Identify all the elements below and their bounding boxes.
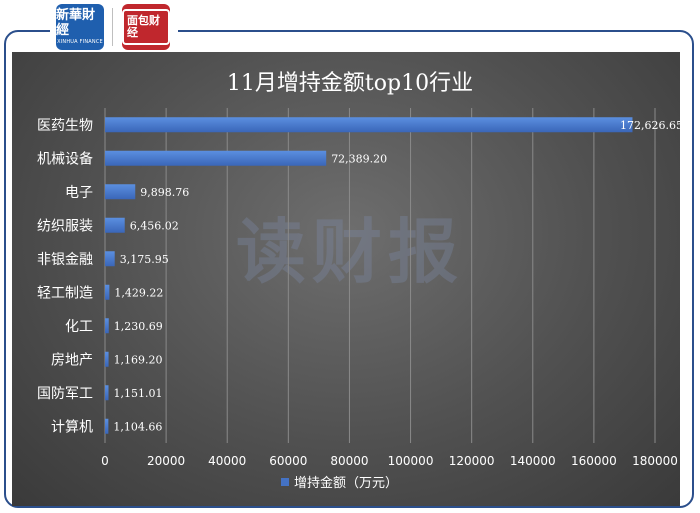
x-axis-ticks: 0 20000 40000 60000 80000 100000 120000 140000 1… <box>101 454 678 468</box>
bar <box>105 251 115 267</box>
category-label: 纺织服装 <box>37 218 93 234</box>
mianbao-finance-logo: 面包财经 <box>122 4 170 50</box>
category-label: 国防军工 <box>37 386 93 402</box>
bar <box>105 184 136 200</box>
data-label: 72,389.20 <box>331 152 387 165</box>
x-tick-label: 160000 <box>571 454 617 468</box>
xinhua-logo-subtitle: XINHUA FINANCE <box>57 39 103 45</box>
category-label: 轻工制造 <box>37 285 93 301</box>
bar <box>105 217 125 233</box>
x-tick-label: 60000 <box>269 454 307 468</box>
data-label: 1,104.66 <box>113 420 162 433</box>
data-label: 1,151.01 <box>114 387 163 400</box>
category-label: 电子 <box>65 185 93 201</box>
chart-title: 11月增持金额top10行业 <box>227 71 473 96</box>
data-labels: 172,626.65 72,389.20 9,898.76 6,456.02 3,175… <box>113 119 683 434</box>
xinhua-logo-name: 新華財經 <box>56 8 96 38</box>
category-label: 计算机 <box>51 419 93 435</box>
data-label: 172,626.65 <box>620 119 683 132</box>
bar <box>105 351 109 367</box>
category-label: 非银金融 <box>37 252 93 268</box>
x-tick-label: 180000 <box>632 454 678 468</box>
category-label: 房地产 <box>51 352 93 368</box>
bar <box>105 150 327 166</box>
mianbao-logo-name: 面包财经 <box>122 9 170 45</box>
xinhua-finance-logo: 新華財經 XINHUA FINANCE <box>56 4 104 50</box>
x-tick-label: 80000 <box>330 454 368 468</box>
category-label: 化工 <box>65 319 93 335</box>
legend: 增持金额（万元） <box>281 475 398 491</box>
data-label: 1,230.69 <box>114 320 163 333</box>
category-label: 医药生物 <box>37 118 93 134</box>
bars <box>105 117 633 434</box>
bar <box>105 284 110 300</box>
x-tick-label: 120000 <box>449 454 495 468</box>
data-label: 3,175.95 <box>120 253 169 266</box>
x-tick-label: 0 <box>101 454 109 468</box>
category-label: 机械设备 <box>37 150 93 167</box>
x-tick-label: 40000 <box>208 454 246 468</box>
bar <box>105 385 109 401</box>
x-tick-label: 20000 <box>147 454 185 468</box>
logo-separator <box>112 8 113 46</box>
bar <box>105 117 633 133</box>
data-label: 6,456.02 <box>130 219 179 232</box>
legend-label: 增持金额（万元） <box>294 475 398 491</box>
watermark: 读财报 <box>236 211 464 293</box>
bar <box>105 418 109 434</box>
bar <box>105 318 109 334</box>
legend-swatch <box>281 478 289 486</box>
x-tick-label: 100000 <box>388 454 434 468</box>
x-tick-label: 140000 <box>510 454 556 468</box>
data-label: 9,898.76 <box>140 186 189 199</box>
data-label: 1,429.22 <box>114 286 163 299</box>
data-label: 1,169.20 <box>114 353 163 366</box>
